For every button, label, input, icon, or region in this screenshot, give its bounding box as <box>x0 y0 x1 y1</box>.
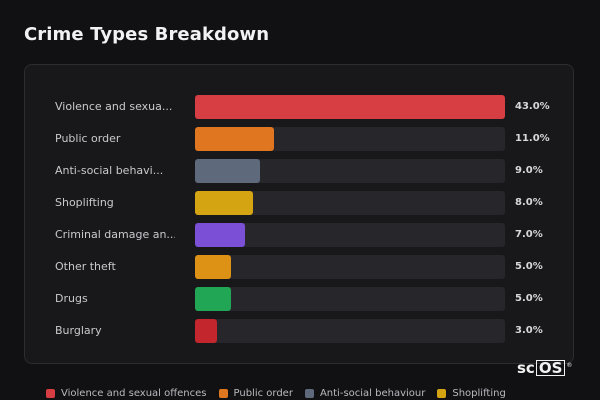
value-label: 43.0% <box>515 101 550 112</box>
category-label: Other theft <box>55 260 116 273</box>
value-label: 7.0% <box>515 229 543 240</box>
bar-track <box>195 223 505 247</box>
value-label: 11.0% <box>515 133 550 144</box>
category-label: Criminal damage an... <box>55 228 175 241</box>
value-label: 9.0% <box>515 165 543 176</box>
bar[interactable] <box>195 255 232 279</box>
legend-entry[interactable]: Public order <box>218 386 293 400</box>
bar[interactable] <box>195 223 246 247</box>
page-title: Crime Types Breakdown <box>24 24 270 45</box>
category-label: Public order <box>55 132 121 145</box>
category-label: Drugs <box>55 292 88 305</box>
legend-label: Anti-social behaviour <box>319 387 426 399</box>
legend-label: Violence and sexual offences <box>61 387 207 399</box>
bar[interactable] <box>195 95 505 119</box>
chart-card: Violence and sexua... 43.0% Public order 11… <box>24 64 574 364</box>
legend-entry[interactable]: Anti-social behaviour <box>304 386 426 400</box>
bar-row: Public order 11.0% <box>25 127 575 151</box>
bar-row: Burglary 3.0% <box>25 319 575 343</box>
legend-entry[interactable]: Violence and sexual offences <box>46 386 207 400</box>
chart-legend: Violence and sexual offences Public order… <box>46 386 506 400</box>
bar-track <box>195 95 505 119</box>
value-label: 3.0% <box>515 325 543 336</box>
bar[interactable] <box>195 287 232 311</box>
registered-mark: ® <box>566 362 573 369</box>
logo-text-box: OS <box>535 360 566 376</box>
bar-track <box>195 255 505 279</box>
legend-swatch <box>437 388 447 398</box>
category-label: Anti-social behavi... <box>55 164 164 177</box>
bar-row: Drugs 5.0% <box>25 287 575 311</box>
legend-entry[interactable]: Shoplifting <box>437 386 506 400</box>
legend-swatch <box>218 388 228 398</box>
brand-logo: sc OS ® <box>517 358 572 378</box>
legend-swatch <box>46 388 55 398</box>
bar-track <box>195 127 505 151</box>
bar-track <box>195 191 505 215</box>
bar[interactable] <box>195 319 217 343</box>
bar-track <box>195 159 505 183</box>
bar-row: Violence and sexua... 43.0% <box>25 95 575 119</box>
value-label: 8.0% <box>515 197 543 208</box>
bar[interactable] <box>195 127 275 151</box>
category-label: Burglary <box>55 324 102 337</box>
bar[interactable] <box>195 159 260 183</box>
legend-swatch <box>304 388 314 398</box>
bar-track <box>195 319 505 343</box>
bar-row: Anti-social behavi... 9.0% <box>25 159 575 183</box>
value-label: 5.0% <box>515 293 543 304</box>
bar-row: Other theft 5.0% <box>25 255 575 279</box>
bar-row: Shoplifting 8.0% <box>25 191 575 215</box>
category-label: Violence and sexua... <box>55 100 173 113</box>
category-label: Shoplifting <box>55 196 114 209</box>
bar-row: Criminal damage an... 7.0% <box>25 223 575 247</box>
legend-label: Public order <box>233 387 293 399</box>
bar-track <box>195 287 505 311</box>
legend-label: Shoplifting <box>452 387 506 399</box>
value-label: 5.0% <box>515 261 543 272</box>
bar[interactable] <box>195 191 253 215</box>
logo-text-main: sc <box>517 359 535 377</box>
